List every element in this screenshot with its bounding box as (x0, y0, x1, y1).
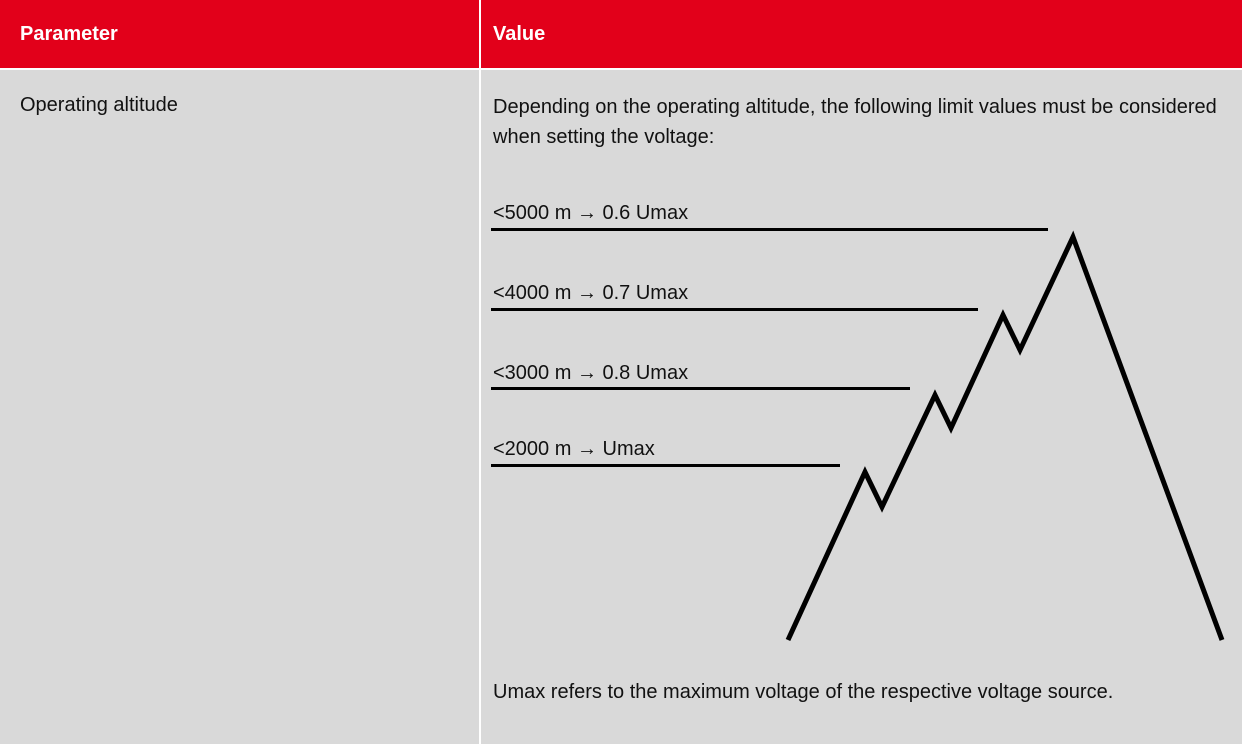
note: Umax refers to the maximum voltage of th… (493, 681, 1114, 703)
limit-line (491, 308, 978, 311)
description: Depending on the operating altitude, the… (493, 96, 1217, 148)
limit-label: <4000 m → 0.7 Umax (493, 282, 689, 304)
limit-line (491, 228, 1048, 231)
header-cell: Parameter (0, 0, 479, 68)
limit-line (491, 464, 840, 467)
limit-line (491, 387, 910, 390)
mountain-outline (785, 230, 1225, 642)
header-cell: Value (481, 0, 1242, 68)
limit-label: <2000 m → Umax (493, 438, 655, 460)
limit-label: <3000 m → 0.8 Umax (493, 362, 689, 384)
parameter: Operating altitude (20, 94, 178, 116)
limit-label: <5000 m → 0.6 Umax (493, 202, 689, 224)
table-cell (0, 70, 479, 744)
table-cell (481, 70, 1242, 744)
